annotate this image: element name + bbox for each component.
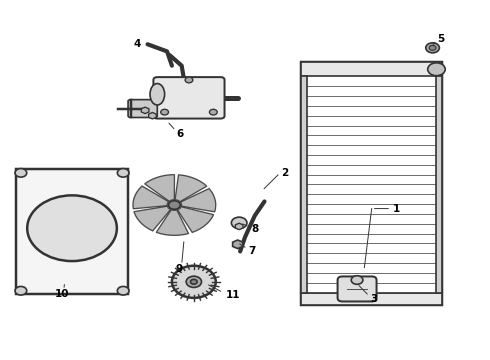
Bar	[301, 293, 442, 305]
Circle shape	[186, 276, 201, 287]
Polygon shape	[175, 175, 207, 202]
Text: 1: 1	[392, 203, 400, 213]
Polygon shape	[145, 175, 174, 201]
Polygon shape	[133, 186, 169, 209]
FancyBboxPatch shape	[128, 100, 157, 117]
Circle shape	[191, 279, 197, 284]
Text: 8: 8	[251, 224, 259, 234]
Text: 4: 4	[133, 39, 141, 49]
Circle shape	[117, 168, 129, 177]
Circle shape	[428, 63, 445, 76]
Text: 11: 11	[225, 290, 240, 300]
Bar	[301, 62, 442, 305]
Circle shape	[117, 287, 129, 295]
Text: 7: 7	[248, 247, 256, 256]
Polygon shape	[177, 207, 214, 233]
Circle shape	[27, 195, 117, 261]
FancyBboxPatch shape	[338, 276, 376, 301]
Polygon shape	[233, 240, 243, 249]
Polygon shape	[141, 107, 149, 113]
Circle shape	[429, 45, 436, 50]
Polygon shape	[156, 210, 189, 235]
Circle shape	[426, 43, 440, 53]
Polygon shape	[180, 189, 216, 212]
FancyBboxPatch shape	[153, 77, 224, 118]
Text: 9: 9	[175, 264, 183, 274]
Circle shape	[172, 266, 216, 298]
Circle shape	[209, 109, 217, 115]
Bar	[301, 76, 307, 293]
Circle shape	[15, 168, 27, 177]
Text: 10: 10	[55, 289, 70, 298]
Polygon shape	[134, 206, 171, 231]
Text: 6: 6	[177, 129, 184, 139]
Polygon shape	[148, 112, 156, 119]
Text: 5: 5	[438, 34, 445, 44]
Bar	[301, 62, 442, 76]
Circle shape	[185, 77, 193, 83]
Text: 2: 2	[282, 168, 289, 178]
Circle shape	[231, 217, 247, 229]
Circle shape	[169, 201, 180, 209]
Bar	[16, 169, 128, 294]
Circle shape	[351, 276, 363, 284]
Circle shape	[161, 109, 169, 115]
Circle shape	[15, 287, 27, 295]
Ellipse shape	[150, 84, 165, 105]
Text: 3: 3	[371, 294, 378, 303]
Polygon shape	[235, 223, 243, 230]
Bar	[437, 76, 442, 293]
